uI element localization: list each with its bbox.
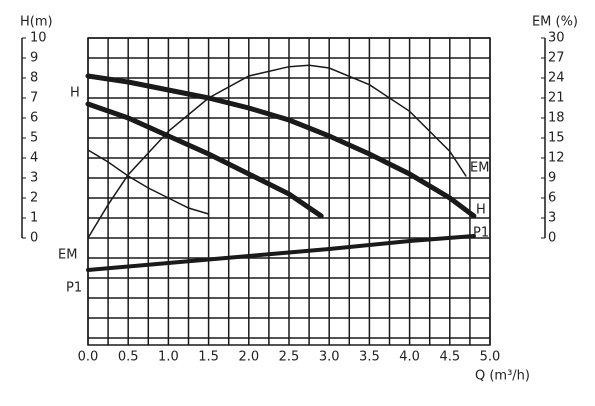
series-line (86, 234, 476, 272)
series-label: H (476, 203, 486, 218)
series-label: EM (58, 248, 77, 263)
x-tick-label: 0.0 (78, 350, 99, 365)
y2-tick-label: 12 (548, 151, 565, 166)
series-label: P1 (66, 281, 82, 296)
y2-tick-label: 9 (548, 171, 556, 186)
y2-axis-title: EM (%) (532, 15, 578, 30)
y-tick-label: 4 (30, 151, 38, 166)
y2-tick-label: 27 (548, 51, 565, 66)
series-label: EM (470, 161, 489, 176)
x-tick-label: 2.0 (238, 350, 259, 365)
y2-tick-label: 30 (548, 31, 565, 46)
y-tick-label: 0 (30, 231, 38, 246)
y2-tick-label: 21 (548, 91, 565, 106)
series-line (87, 64, 467, 239)
x-tick-label: 0.5 (118, 350, 139, 365)
x-tick-label: 2.5 (279, 350, 300, 365)
y-tick-label: 6 (30, 111, 38, 126)
y2-tick-label: 3 (548, 211, 556, 226)
y-tick-label: 7 (30, 91, 38, 106)
y2-tick-label: 6 (548, 191, 556, 206)
x-tick-label: 3.0 (319, 350, 340, 365)
y2-tick-label: 24 (548, 71, 565, 86)
y-tick-label: 10 (30, 31, 47, 46)
y-tick-label: 5 (30, 131, 38, 146)
y-tick-label: 1 (30, 211, 38, 226)
y-tick-label: 8 (30, 71, 38, 86)
x-axis-title: Q (m³/h) (475, 369, 530, 384)
y-tick-label: 9 (30, 51, 38, 66)
series-line (85, 101, 324, 219)
y2-tick-label: 15 (548, 131, 565, 146)
y-tick-label: 2 (30, 191, 38, 206)
x-tick-label: 5.0 (480, 350, 501, 365)
series-label: P1 (473, 226, 489, 241)
x-tick-label: 1.5 (198, 350, 219, 365)
series-line (85, 73, 477, 219)
series-label: H (70, 86, 80, 101)
x-tick-label: 3.5 (359, 350, 380, 365)
x-tick-label: 4.0 (399, 350, 420, 365)
y2-tick-label: 0 (548, 231, 556, 246)
y2-tick-label: 18 (548, 111, 565, 126)
x-tick-label: 4.5 (439, 350, 460, 365)
y-tick-label: 3 (30, 171, 38, 186)
y-axis-title: H(m) (20, 15, 53, 30)
series-line (87, 149, 210, 215)
x-tick-label: 1.0 (158, 350, 179, 365)
